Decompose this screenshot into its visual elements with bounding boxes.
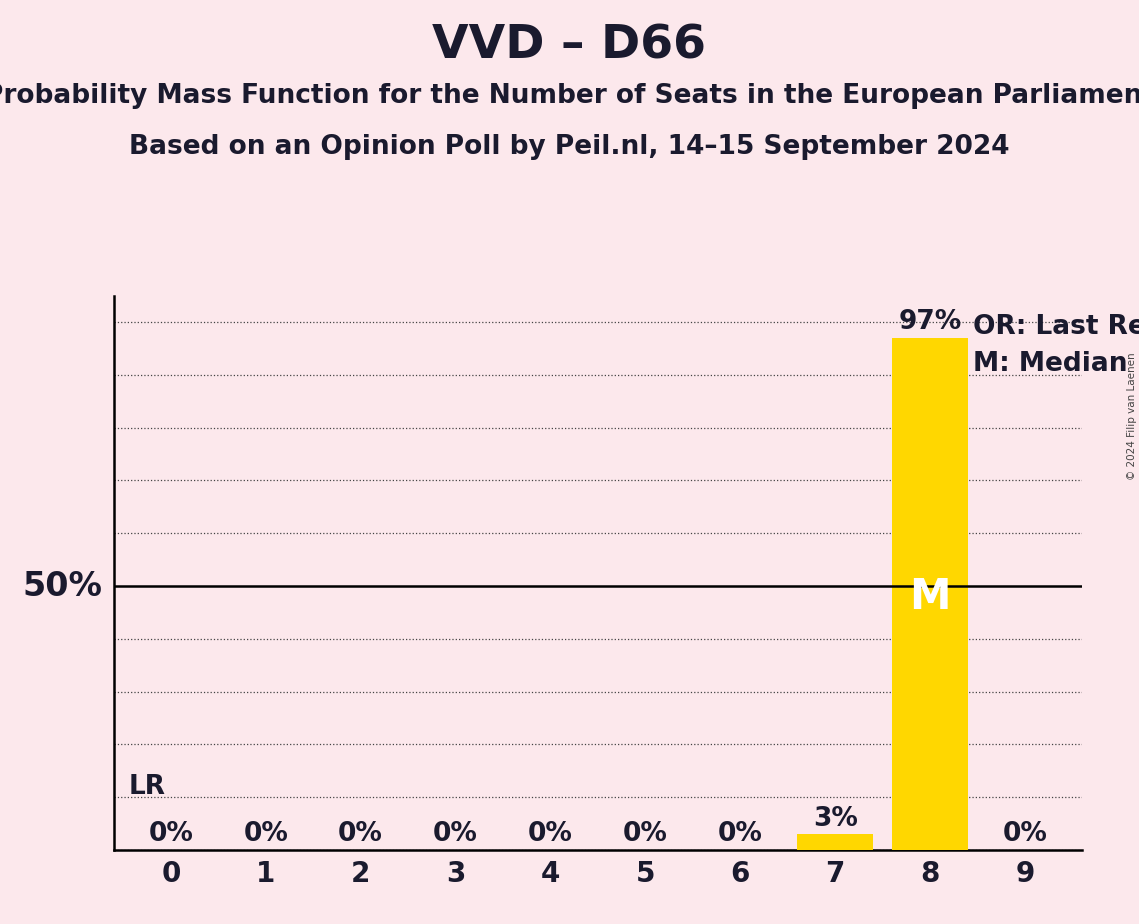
Text: © 2024 Filip van Laenen: © 2024 Filip van Laenen [1126,352,1137,480]
Text: M: M [909,576,951,617]
Text: Probability Mass Function for the Number of Seats in the European Parliament: Probability Mass Function for the Number… [0,83,1139,109]
Text: 0%: 0% [244,821,288,847]
Text: OR: Last Result: OR: Last Result [973,314,1139,340]
Text: LR: LR [129,774,165,800]
Text: 50%: 50% [23,569,103,602]
Bar [892,338,968,850]
Text: 0%: 0% [433,821,478,847]
Text: 0%: 0% [718,821,763,847]
Text: 0%: 0% [623,821,667,847]
Text: 0%: 0% [148,821,194,847]
Text: 0%: 0% [338,821,383,847]
Text: 3%: 3% [813,806,858,832]
Text: VVD – D66: VVD – D66 [433,23,706,68]
Text: M: Median: M: Median [973,351,1128,377]
Bar [797,834,874,850]
Text: 0%: 0% [528,821,573,847]
Text: 97%: 97% [899,310,961,335]
Text: 0%: 0% [1002,821,1048,847]
Text: Based on an Opinion Poll by Peil.nl, 14–15 September 2024: Based on an Opinion Poll by Peil.nl, 14–… [129,134,1010,160]
